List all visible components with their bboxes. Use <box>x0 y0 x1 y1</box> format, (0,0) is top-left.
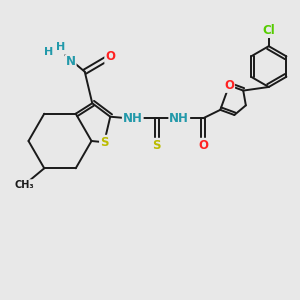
Text: Cl: Cl <box>262 24 275 37</box>
Text: S: S <box>100 136 109 149</box>
Text: O: O <box>198 139 208 152</box>
Text: O: O <box>224 79 234 92</box>
Text: N: N <box>66 55 76 68</box>
Text: H: H <box>44 47 53 57</box>
Text: CH₃: CH₃ <box>14 180 34 190</box>
Text: S: S <box>152 139 161 152</box>
Text: NH: NH <box>123 112 143 125</box>
Text: H: H <box>56 42 65 52</box>
Text: O: O <box>105 50 115 63</box>
Text: NH: NH <box>169 112 189 125</box>
